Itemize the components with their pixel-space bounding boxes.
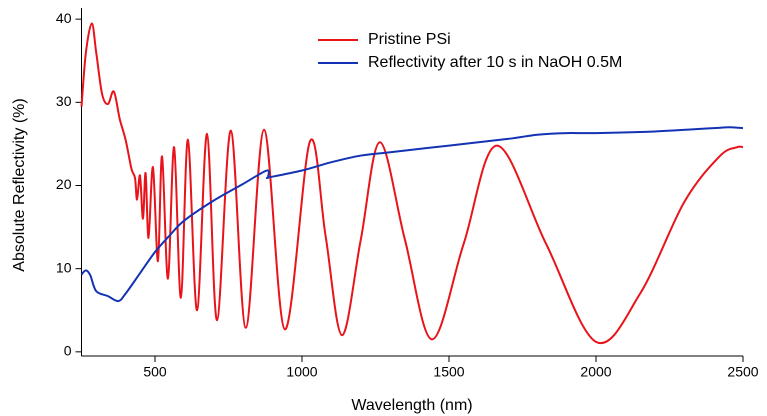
x-tick-label: 500 xyxy=(143,364,167,380)
x-axis-label: Wavelength (nm) xyxy=(351,397,472,414)
x-tick-label: 2500 xyxy=(727,364,758,380)
y-tick-label: 40 xyxy=(56,10,72,26)
data-line xyxy=(80,126,744,303)
legend: Pristine PSi Reflectivity after 10 s in N… xyxy=(318,31,622,71)
x-tick-label: 2000 xyxy=(580,364,611,380)
y-tick-label: 20 xyxy=(56,176,72,192)
x-tick-label: 1500 xyxy=(433,364,464,380)
legend-label: Pristine PSi xyxy=(368,31,451,48)
y-tick-label: 30 xyxy=(56,93,72,109)
y-tick-label: 10 xyxy=(56,259,72,275)
legend-label: Reflectivity after 10 s in NaOH 0.5M xyxy=(368,54,622,71)
y-axis-label: Absolute Reflectivity (%) xyxy=(11,98,28,271)
x-tick-label: 1000 xyxy=(286,364,317,380)
y-tick-label: 0 xyxy=(64,343,72,359)
data-line xyxy=(80,22,744,345)
